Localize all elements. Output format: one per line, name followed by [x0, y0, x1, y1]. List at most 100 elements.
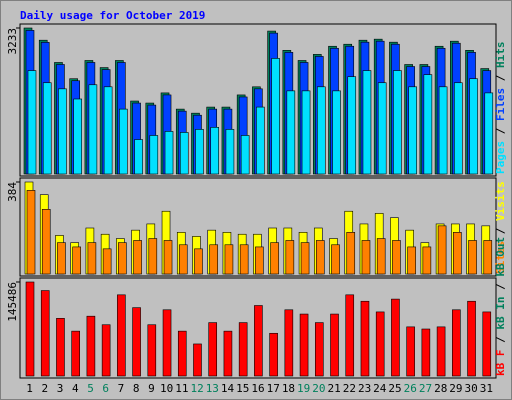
bar: [210, 127, 220, 175]
bar: [346, 232, 356, 275]
bar: [25, 281, 35, 377]
bar: [195, 129, 204, 175]
bar: [239, 244, 249, 275]
bar: [377, 82, 387, 175]
bar: [179, 132, 189, 175]
bar: [482, 311, 492, 377]
x-tick-label: 14: [221, 382, 235, 395]
x-tick-label: 17: [267, 382, 280, 395]
bar: [406, 326, 415, 377]
x-tick-label: 23: [358, 382, 371, 395]
bar: [393, 70, 402, 175]
bar: [345, 294, 355, 377]
bar: [423, 74, 433, 175]
bar: [88, 84, 98, 175]
x-tick-label: 9: [148, 382, 155, 395]
bar: [392, 240, 401, 275]
legend-entry: Visits: [494, 181, 507, 221]
bar: [58, 88, 67, 175]
x-tick-label: 28: [434, 382, 447, 395]
bar: [330, 313, 339, 377]
bar: [300, 242, 310, 275]
y-tick-label: 3233: [6, 28, 19, 55]
x-tick-label: 18: [282, 382, 295, 395]
bar: [71, 330, 80, 377]
bar: [362, 70, 372, 175]
bar: [209, 244, 219, 275]
bar: [26, 190, 36, 275]
legend-entry: kB F: [494, 350, 507, 377]
x-tick-label: 24: [373, 382, 387, 395]
bar: [224, 244, 234, 275]
bar: [86, 315, 96, 377]
bar: [102, 248, 112, 275]
x-tick-label: 19: [297, 382, 310, 395]
y-tick-label: 145486: [6, 282, 19, 322]
bar: [240, 135, 250, 175]
bar: [134, 139, 143, 175]
bar: [436, 326, 446, 377]
bar: [178, 244, 188, 275]
legend-entry: Files: [494, 88, 507, 121]
x-tick-label: 7: [118, 382, 125, 395]
bar: [332, 90, 341, 175]
bar: [483, 240, 493, 275]
bar: [301, 90, 311, 175]
bar: [223, 330, 233, 377]
bar: [453, 232, 462, 275]
bar: [194, 248, 203, 275]
bar: [42, 82, 52, 175]
bar: [452, 309, 461, 377]
bar: [360, 300, 370, 377]
x-tick-label: 3: [57, 382, 64, 395]
legend-separator: /: [494, 68, 507, 88]
x-tick-label: 8: [133, 382, 140, 395]
bar: [407, 246, 416, 275]
x-tick-label: 21: [328, 382, 341, 395]
legend: kB F / kB In / kB Out: [494, 237, 507, 376]
bar: [57, 242, 66, 275]
bar: [163, 240, 173, 275]
bar: [87, 242, 97, 275]
x-tick-label: 26: [404, 382, 417, 395]
bar: [101, 324, 111, 377]
bar: [147, 324, 157, 377]
x-tick-label: 25: [388, 382, 401, 395]
x-tick-label: 20: [312, 382, 325, 395]
bar: [117, 294, 126, 377]
bar: [316, 86, 326, 175]
bar: [376, 238, 386, 275]
bar: [314, 322, 324, 377]
bar: [193, 343, 202, 377]
bar: [270, 242, 279, 275]
x-tick-label: 1: [26, 382, 33, 395]
bar: [177, 330, 187, 377]
legend-entry: kB In: [494, 297, 507, 330]
bar: [269, 332, 278, 377]
x-tick-label: 5: [87, 382, 94, 395]
bar: [421, 328, 431, 377]
bar: [271, 58, 280, 175]
bar: [468, 240, 477, 275]
bar: [422, 246, 432, 275]
bar: [299, 313, 309, 377]
legend-separator: /: [494, 277, 507, 297]
bar: [208, 322, 218, 377]
bar: [119, 108, 128, 175]
bar: [118, 242, 127, 275]
bar: [254, 305, 263, 377]
bar: [149, 135, 159, 175]
x-tick-label: 29: [449, 382, 462, 395]
bar: [103, 86, 113, 175]
bar: [286, 90, 296, 175]
bar: [238, 322, 248, 377]
bar: [408, 86, 417, 175]
x-tick-label: 30: [465, 382, 478, 395]
bar: [40, 290, 50, 377]
x-tick-label: 4: [72, 382, 79, 395]
bar: [438, 86, 448, 175]
y-tick-label: 384: [6, 182, 19, 202]
x-tick-label: 15: [236, 382, 249, 395]
